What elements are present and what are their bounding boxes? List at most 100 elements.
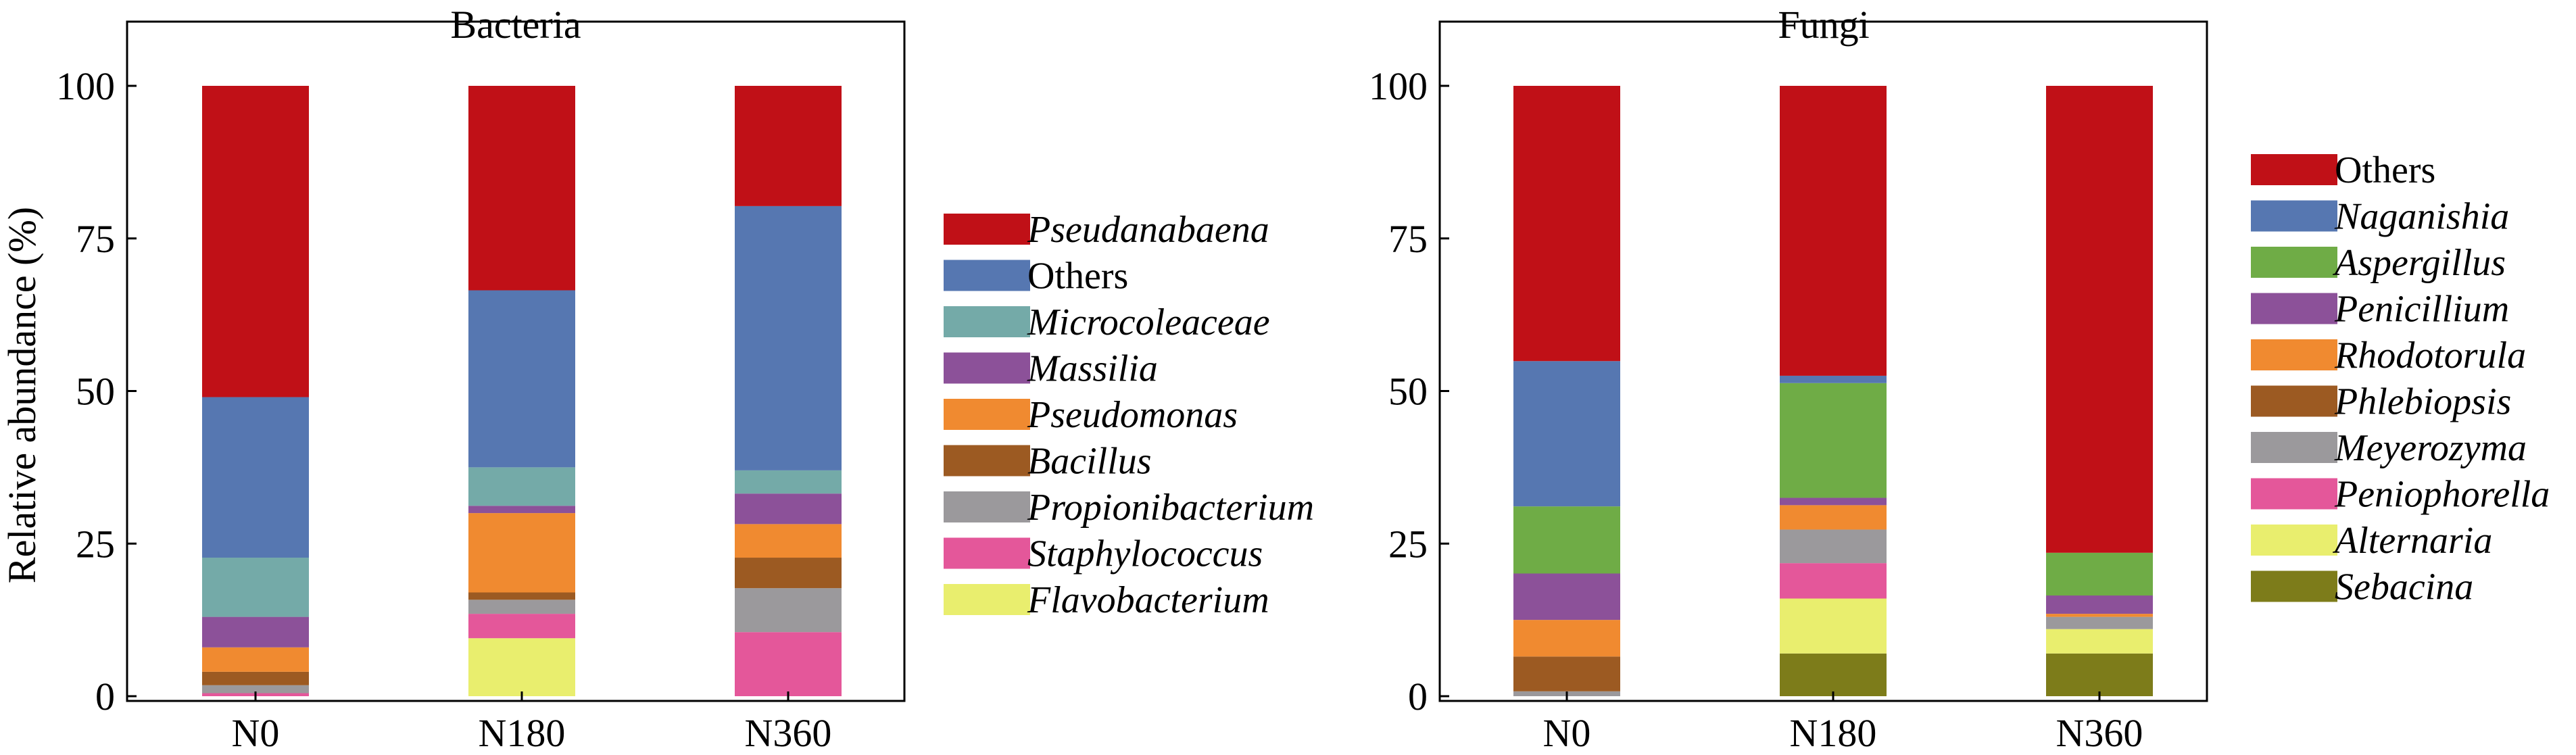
fungi-y-tick-label-0: 0	[1408, 675, 1428, 719]
bacteria-legend-swatch-bacillus	[944, 445, 1030, 477]
bacteria-y-tick-label-100: 100	[56, 64, 115, 108]
fungi-legend-label-phlebiopsis: Phlebiopsis	[2334, 381, 2511, 423]
bacteria-legend-label-propionibacterium: Propionibacterium	[1027, 487, 1314, 529]
bacteria-bar-n180-pseudanabaena	[468, 86, 575, 291]
fungi-legend-label-penicillium: Penicillium	[2334, 289, 2509, 331]
fungi-x-tick-label-n0: N0	[1543, 711, 1591, 755]
bacteria-x-tick-label-n360: N360	[745, 711, 832, 755]
bacteria-y-tick-label-75: 75	[76, 217, 115, 261]
bacteria-plot-frame	[126, 20, 906, 702]
bacteria-bar-n0-others	[202, 397, 309, 558]
bacteria-legend-label-pseudanabaena: Pseudanabaena	[1027, 209, 1269, 251]
bacteria-bar-n180-microcoleaceae	[468, 467, 575, 506]
fungi-legend-swatch-sebacina	[2251, 570, 2337, 602]
bacteria-legend-label-others: Others	[1027, 255, 1128, 297]
bacteria-bar-n360-pseudomonas	[735, 524, 842, 558]
fungi-legend-swatch-meyerozyma	[2251, 432, 2337, 463]
bacteria-bar-n180-bacillus	[468, 592, 575, 600]
bacteria-bar-n0-massilia	[202, 616, 309, 648]
bacteria-legend-label-staphylococcus: Staphylococcus	[1027, 533, 1263, 575]
fungi-x-tick-label-n360: N360	[2056, 711, 2143, 755]
bacteria-x-tick-label-n180: N180	[479, 711, 566, 755]
fungi-bar-n0-rhodotorula	[1513, 620, 1620, 657]
fungi-legend-swatch-others	[2251, 154, 2337, 185]
bacteria-legend-swatch-microcoleaceae	[944, 306, 1030, 337]
bacteria-legend-label-flavobacterium: Flavobacterium	[1027, 579, 1269, 621]
bacteria-bar-n180-flavobacterium	[468, 638, 575, 696]
bacteria-bar-n360-others	[735, 205, 842, 470]
bacteria-bar-n360-propionibacterium	[735, 588, 842, 633]
bacteria-legend-label-bacillus: Bacillus	[1027, 441, 1152, 483]
bacteria-bar-n180-staphylococcus	[468, 614, 575, 639]
fungi-bar-n180-penicillium	[1780, 497, 1887, 506]
fungi-legend-label-rhodotorula: Rhodotorula	[2334, 335, 2526, 376]
fungi-bar-n360-rhodotorula	[2046, 614, 2153, 617]
fungi-bar-n360-penicillium	[2046, 595, 2153, 614]
bacteria-bar-n360-microcoleaceae	[735, 470, 842, 494]
fungi-legend-label-peniophorella: Peniophorella	[2334, 474, 2550, 516]
bacteria-legend-label-pseudomonas: Pseudomonas	[1027, 394, 1238, 436]
bacteria-bar-n360-pseudanabaena	[735, 86, 842, 206]
bacteria-bar-n180-propionibacterium	[468, 600, 575, 614]
bacteria-bar-n0-pseudomonas	[202, 647, 309, 672]
bacteria-x-tick-label-n0: N0	[232, 711, 280, 755]
fungi-bar-n180-rhodotorula	[1780, 505, 1887, 530]
fungi-bar-n180-meyerozyma	[1780, 529, 1887, 564]
bacteria-bar-n0-bacillus	[202, 671, 309, 685]
fungi-legend-swatch-peniophorella	[2251, 478, 2337, 510]
bacteria-bar-n180-massilia	[468, 506, 575, 514]
bacteria-y-tick-label-50: 50	[76, 370, 115, 414]
bacteria-legend-label-microcoleaceae: Microcoleaceae	[1027, 301, 1270, 343]
fungi-bar-n180-naganishia	[1780, 375, 1887, 383]
fungi-bar-n180-aspergillus	[1780, 383, 1887, 498]
fungi-legend-swatch-rhodotorula	[2251, 339, 2337, 370]
fungi-bar-n180-sebacina	[1780, 653, 1887, 696]
bacteria-legend-swatch-flavobacterium	[944, 584, 1030, 615]
fungi-legend-label-sebacina: Sebacina	[2335, 566, 2473, 608]
bacteria-bar-n180-others	[468, 290, 575, 468]
bacteria-legend-label-massilia: Massilia	[1027, 348, 1158, 390]
fungi-bar-n180-alternaria	[1780, 598, 1887, 654]
fungi-bar-n360-sebacina	[2046, 653, 2153, 696]
bacteria-bar-n180-pseudomonas	[468, 513, 575, 593]
fungi-bar-n0-phlebiopsis	[1513, 656, 1620, 691]
bacteria-legend-swatch-staphylococcus	[944, 537, 1030, 569]
bacteria-legend-swatch-pseudanabaena	[944, 214, 1030, 245]
fungi-legend-label-meyerozyma: Meyerozyma	[2334, 427, 2527, 469]
bacteria-y-tick-label-25: 25	[76, 522, 115, 566]
bacteria-bar-n0-pseudanabaena	[202, 86, 309, 397]
fungi-bar-n360-others	[2046, 86, 2153, 553]
fungi-bar-n0-naganishia	[1513, 361, 1620, 507]
fungi-plot-frame	[1438, 20, 2208, 702]
fungi-y-tick-label-100: 100	[1369, 64, 1428, 108]
bacteria-bar-n360-bacillus	[735, 558, 842, 589]
fungi-legend-label-aspergillus: Aspergillus	[2332, 242, 2506, 284]
fungi-legend-swatch-phlebiopsis	[2251, 385, 2337, 417]
fungi-legend-swatch-aspergillus	[2251, 247, 2337, 278]
bacteria-chart-title: Bacteria	[450, 3, 581, 47]
fungi-bar-n360-alternaria	[2046, 629, 2153, 654]
fungi-bar-n0-aspergillus	[1513, 506, 1620, 574]
fungi-legend-swatch-alternaria	[2251, 525, 2337, 556]
bacteria-bar-n0-microcoleaceae	[202, 558, 309, 617]
fungi-y-tick-label-25: 25	[1388, 522, 1428, 566]
bacteria-bar-n360-staphylococcus	[735, 632, 842, 696]
bacteria-bar-n0-propionibacterium	[202, 685, 309, 693]
bacteria-legend-swatch-massilia	[944, 352, 1030, 384]
fungi-legend-swatch-naganishia	[2251, 200, 2337, 232]
bacteria-legend-swatch-propionibacterium	[944, 491, 1030, 522]
bacteria-bar-n360-massilia	[735, 493, 842, 525]
fungi-y-tick-label-75: 75	[1388, 217, 1428, 261]
fungi-y-tick-label-50: 50	[1388, 370, 1428, 414]
fungi-legend-label-naganishia: Naganishia	[2334, 196, 2509, 238]
fungi-bar-n0-others	[1513, 86, 1620, 362]
bacteria-legend-swatch-others	[944, 260, 1030, 291]
fungi-bar-n180-others	[1780, 86, 1887, 376]
fungi-bar-n180-peniophorella	[1780, 563, 1887, 599]
fungi-legend-swatch-penicillium	[2251, 293, 2337, 324]
fungi-bar-n360-meyerozyma	[2046, 616, 2153, 629]
bacteria-y-tick-label-0: 0	[95, 675, 115, 719]
fungi-bar-n360-aspergillus	[2046, 552, 2153, 596]
bacteria-legend-swatch-pseudomonas	[944, 399, 1030, 430]
